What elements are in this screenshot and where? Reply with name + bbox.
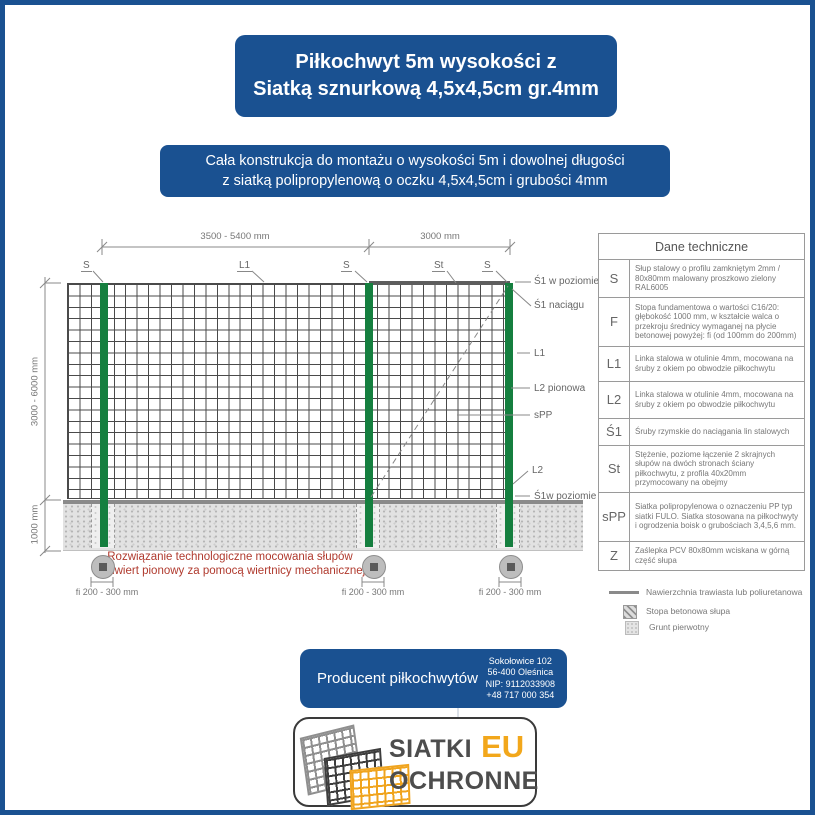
logo-word-siatki: SIATKI (389, 735, 473, 763)
label-post-s: S (341, 260, 352, 272)
producer-address-line: NIP: 9112033908 (485, 678, 555, 689)
producer-address-line: +48 717 000 354 (486, 690, 555, 700)
steel-post (505, 283, 513, 547)
subtitle-line-2: z siatką polipropylenową o oczku 4,5x4,5… (222, 173, 608, 189)
callout-spp: sPP (534, 410, 553, 421)
legend-surface-swatch (609, 591, 639, 594)
row-description: Słup stalowy o profilu zamkniętym 2mm / … (635, 264, 780, 292)
producer-label: Producent piłkochwytów (317, 670, 478, 687)
net-grid (67, 283, 513, 499)
dim-height: 3000 - 6000 mm (29, 356, 41, 427)
label-post-s: S (482, 260, 493, 272)
row-description: Siatka polipropylenowa o oznaczeniu PP t… (635, 502, 799, 531)
label-post-s: S (81, 260, 92, 272)
logo-word-ochronne: OCHRONNE (389, 767, 539, 795)
technology-note-line-2: - odwiert pionowy za pomocą wiertnicy me… (94, 565, 366, 577)
drill-hole (91, 555, 115, 579)
legend-soil-swatch (625, 621, 639, 635)
drill-hole (499, 555, 523, 579)
subtitle-banner: Cała konstrukcja do montażu o wysokości … (160, 145, 670, 197)
logo-word-eu: EU (481, 729, 525, 764)
dim-span-right: 3000 mm (420, 231, 460, 242)
steel-post (100, 283, 108, 547)
row-symbol: L1 (599, 346, 630, 381)
title-banner: Piłkochwyt 5m wysokości z Siatką sznurko… (235, 35, 617, 117)
subtitle-line-1: Cała konstrukcja do montażu o wysokości … (205, 153, 625, 169)
callout-s1-poziom: Ś1 w poziomie (534, 276, 600, 287)
table-row: Z Zaślepka PCV 80x80mm wciskana w górną … (599, 541, 804, 570)
surface-line (63, 500, 583, 504)
row-description: Zaślepka PCV 80x80mm wciskana w górną cz… (635, 546, 790, 565)
title-line-2: Siatką sznurkową 4,5x4,5cm gr.4mm (253, 78, 599, 100)
table-header: Dane techniczne (599, 234, 804, 260)
table-row: S Słup stalowy o profilu zamkniętym 2mm … (599, 260, 804, 298)
drill-diameter-label: fi 200 - 300 mm (75, 587, 139, 597)
legend-concrete-swatch (623, 605, 637, 619)
drill-hole (362, 555, 386, 579)
producer-box: Producent piłkochwytów Sokołowice 102 56… (300, 649, 567, 708)
producer-address-line: Sokołowice 102 (488, 655, 552, 666)
row-symbol: L2 (599, 381, 630, 418)
dim-depth: 1000 mm (29, 504, 41, 545)
producer-address: Sokołowice 102 56-400 Oleśnica NIP: 9112… (486, 656, 567, 702)
row-description: Linka stalowa w otulinie 4mm, mocowana n… (635, 390, 794, 409)
legend-item-label: Grunt pierwotny (649, 622, 709, 632)
callout-l1: L1 (534, 348, 546, 359)
row-symbol: F (599, 297, 630, 346)
table-row: L1 Linka stalowa w otulinie 4mm, mocowan… (599, 346, 804, 382)
row-symbol: Ś1 (599, 418, 630, 445)
row-description: Stopa fundamentowa o wartości C16/20: gł… (635, 302, 797, 341)
logo-text: SIATKI EU OCHRONNE (389, 729, 539, 796)
technology-note: Rozwiązanie technologiczne mocowania słu… (80, 550, 380, 578)
drill-diameter-label: fi 200 - 300 mm (478, 587, 542, 597)
dim-span-left: 3500 - 5400 mm (200, 231, 270, 242)
legend-item-label: Nawierzchnia trawiasta lub poliuretanowa (646, 587, 803, 597)
table-row: L2 Linka stalowa w otulinie 4mm, mocowan… (599, 381, 804, 419)
title-line-1: Piłkochwyt 5m wysokości z (295, 51, 557, 73)
callout-l2-pionowa: L2 pionowa (534, 383, 586, 394)
row-symbol: St (599, 445, 630, 492)
bracing-bar (369, 281, 510, 285)
row-description: Linka stalowa w otulinie 4mm, mocowana n… (635, 354, 794, 373)
table-row: Ś1 Śruby rzymskie do naciągania lin stal… (599, 418, 804, 446)
row-description: Śruby rzymskie do naciągania lin stalowy… (635, 426, 790, 436)
row-symbol: Z (599, 541, 630, 570)
callout-l2: L2 (532, 465, 544, 476)
callout-s1-naciag: Ś1 naciągu (534, 300, 585, 311)
technology-note-line-1: Rozwiązanie technologiczne mocowania słu… (107, 551, 353, 563)
row-symbol: S (599, 260, 630, 297)
callout-s1w-poziom: Ś1w poziomie (534, 491, 597, 502)
technical-data-table: Dane techniczne S Słup stalowy o profilu… (598, 233, 805, 571)
row-symbol: sPP (599, 492, 630, 541)
steel-post (365, 283, 373, 547)
legend-item-label: Stopa betonowa słupa (646, 606, 731, 616)
table-row: F Stopa fundamentowa o wartości C16/20: … (599, 297, 804, 347)
drill-diameter-label: fi 200 - 300 mm (341, 587, 405, 597)
company-logo: SIATKI EU OCHRONNE (293, 717, 539, 810)
table-row: sPP Siatka polipropylenowa o oznaczeniu … (599, 492, 804, 542)
table-row: St Stężenie, poziome łączenie 2 skrajnyc… (599, 445, 804, 493)
label-line-l1: L1 (237, 260, 253, 272)
row-description: Stężenie, poziome łączenie 2 skrajnych s… (635, 449, 776, 488)
label-bracing-st: St (432, 260, 446, 272)
producer-address-line: 56-400 Oleśnica (487, 667, 554, 677)
